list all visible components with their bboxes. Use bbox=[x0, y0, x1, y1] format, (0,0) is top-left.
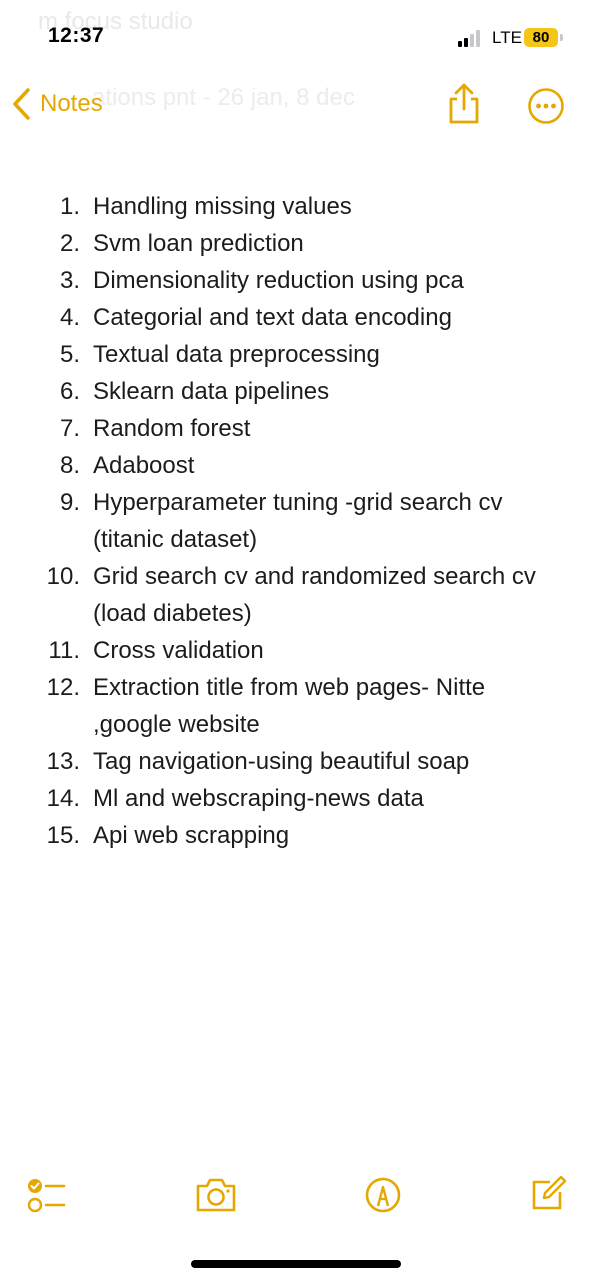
back-button[interactable]: Notes bbox=[12, 84, 103, 124]
list-item: 4. Categorial and text data encoding bbox=[0, 299, 591, 336]
home-indicator[interactable] bbox=[191, 1260, 401, 1268]
list-item: 11. Cross validation bbox=[0, 632, 591, 669]
item-text: Grid search cv and randomized search cv … bbox=[93, 563, 536, 627]
list-item: 8. Adaboost bbox=[0, 447, 591, 484]
item-number: 10. bbox=[46, 563, 80, 590]
item-number: 15. bbox=[46, 822, 80, 849]
checklist-button[interactable] bbox=[26, 1176, 68, 1216]
ghost-note-title: m focus studio bbox=[38, 8, 193, 35]
list-item: 6. Sklearn data pipelines bbox=[0, 373, 591, 410]
list-item: 12. Extraction title from web pages- Nitt… bbox=[0, 669, 591, 743]
checklist-icon bbox=[26, 1179, 68, 1220]
list-item: 9. Hyperparameter tuning -grid search cv … bbox=[0, 484, 591, 558]
item-number: 2. bbox=[59, 230, 80, 257]
item-text: Sklearn data pipelines bbox=[93, 378, 330, 405]
item-number: 5. bbox=[59, 341, 80, 368]
item-number: 3. bbox=[59, 267, 80, 294]
item-number: 6. bbox=[59, 378, 80, 405]
item-text: Api web scrapping bbox=[93, 822, 290, 849]
item-text: Dimensionality reduction using pca bbox=[93, 267, 464, 294]
item-text: Random forest bbox=[93, 415, 251, 442]
list-item: 13. Tag navigation-using beautiful soap bbox=[0, 743, 591, 780]
list-item: 2. Svm loan prediction bbox=[0, 225, 591, 262]
camera-button[interactable] bbox=[194, 1176, 238, 1214]
signal-icon bbox=[458, 30, 486, 47]
item-number: 7. bbox=[59, 415, 80, 442]
item-number: 9. bbox=[59, 489, 80, 516]
item-number: 14. bbox=[46, 785, 80, 812]
chevron-left-icon bbox=[12, 87, 32, 121]
battery-nub bbox=[560, 34, 563, 41]
markup-button[interactable] bbox=[364, 1176, 402, 1214]
share-icon bbox=[444, 83, 484, 130]
network-type: LTE bbox=[492, 28, 522, 47]
share-button[interactable] bbox=[444, 82, 484, 126]
item-number: 4. bbox=[59, 304, 80, 331]
list-item: 10. Grid search cv and randomized search … bbox=[0, 558, 591, 632]
item-text: Ml and webscraping-news data bbox=[93, 785, 424, 812]
item-text: Svm loan prediction bbox=[93, 230, 304, 257]
more-options-button[interactable] bbox=[527, 87, 565, 125]
item-text: Handling missing values bbox=[93, 193, 352, 220]
list-item: 1. Handling missing values bbox=[0, 188, 591, 225]
note-list[interactable]: 1. Handling missing values 2. Svm loan pre… bbox=[0, 188, 591, 854]
item-text: Categorial and text data encoding bbox=[93, 304, 452, 331]
compose-icon bbox=[528, 1175, 568, 1218]
list-item: 15. Api web scrapping bbox=[0, 817, 591, 854]
list-item: 5. Textual data preprocessing bbox=[0, 336, 591, 373]
item-number: 1. bbox=[59, 193, 80, 220]
list-item: 14. Ml and webscraping-news data bbox=[0, 780, 591, 817]
camera-icon bbox=[194, 1178, 238, 1218]
more-icon bbox=[527, 88, 565, 129]
item-number: 11. bbox=[48, 637, 80, 664]
item-number: 13. bbox=[46, 748, 80, 775]
item-text: Hyperparameter tuning -grid search cv (t… bbox=[93, 489, 503, 553]
status-bar: m focus studio 12:37 LTE 80 bbox=[0, 0, 591, 70]
list-item: 7. Random forest bbox=[0, 410, 591, 447]
item-number: 12. bbox=[46, 674, 80, 701]
item-number: 8. bbox=[59, 452, 80, 479]
back-label: Notes bbox=[40, 90, 103, 117]
list-item: 3. Dimensionality reduction using pca bbox=[0, 262, 591, 299]
ghost-note-subtitle: ations pnt - 26 jan, 8 dec bbox=[92, 84, 355, 111]
item-text: Cross validation bbox=[93, 637, 264, 664]
item-text: Adaboost bbox=[93, 452, 195, 479]
item-text: Tag navigation-using beautiful soap bbox=[93, 748, 470, 775]
battery-indicator: 80 bbox=[524, 28, 558, 47]
item-text: Textual data preprocessing bbox=[93, 341, 380, 368]
item-text: Extraction title from web pages- Nitte ,… bbox=[93, 674, 486, 738]
compose-button[interactable] bbox=[528, 1174, 568, 1214]
status-time: 12:37 bbox=[48, 24, 105, 47]
markup-pen-icon bbox=[364, 1177, 402, 1218]
